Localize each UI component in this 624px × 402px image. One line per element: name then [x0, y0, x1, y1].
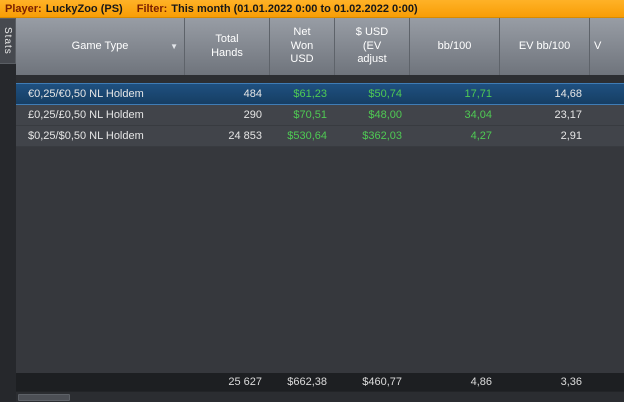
column-header-total-hands[interactable]: Total Hands — [185, 18, 270, 75]
summary-bb100: 4,86 — [470, 376, 492, 388]
table-header-row: Game Type ▼ Total Hands Net Won USD $ US… — [16, 18, 624, 75]
player-value: LuckyZoo (PS) — [45, 2, 123, 15]
table-row[interactable]: $0,25/$0,50 NL Holdem 24 853 $530,64 $36… — [16, 126, 624, 147]
filter-value: This month (01.01.2022 0:00 to 01.02.202… — [171, 2, 418, 15]
cell-net-won-usd: $61,23 — [293, 88, 327, 100]
cell-total-hands: 24 853 — [228, 130, 262, 142]
cell-net-won-usd: $530,64 — [287, 130, 327, 142]
column-header-ev-bb100[interactable]: EV bb/100 — [500, 18, 590, 75]
column-header-usd-ev-adjust[interactable]: $ USD (EV adjust — [335, 18, 410, 75]
horizontal-scrollbar-thumb[interactable] — [18, 393, 70, 401]
cell-game-type: €0,25/€0,50 NL Holdem — [28, 88, 144, 100]
header-body-gap — [16, 75, 624, 83]
filter-label: Filter: — [136, 2, 168, 15]
summary-row: 25 627 $662,38 $460,77 4,86 3,36 — [16, 373, 624, 391]
cell-game-type: £0,25/£0,50 NL Holdem — [28, 109, 144, 121]
tab-stats-label: Stats — [2, 27, 13, 55]
tab-stats[interactable]: Stats — [0, 18, 16, 64]
cell-usd-ev-adjust: $362,03 — [362, 130, 402, 142]
column-header-net-won-usd-label: Net Won USD — [290, 25, 314, 66]
cell-usd-ev-adjust: $48,00 — [368, 109, 402, 121]
summary-usd-ev-adjust: $460,77 — [362, 376, 402, 388]
cell-ev-bb100: 23,17 — [554, 109, 582, 121]
column-header-bb100[interactable]: bb/100 — [410, 18, 500, 75]
cell-total-hands: 290 — [243, 109, 262, 121]
column-header-net-won-usd[interactable]: Net Won USD — [270, 18, 335, 75]
column-header-ev-bb100-label: EV bb/100 — [518, 39, 571, 52]
cell-net-won-usd: $70,51 — [293, 109, 327, 121]
column-header-total-hands-label: Total Hands — [211, 32, 243, 59]
summary-net-won-usd: $662,38 — [287, 376, 327, 388]
table-row[interactable]: €0,25/€0,50 NL Holdem 484 $61,23 $50,74 … — [16, 83, 624, 105]
column-header-bb100-label: bb/100 — [437, 39, 472, 52]
dropdown-arrow-icon[interactable]: ▼ — [170, 41, 178, 51]
column-header-v-clipped[interactable]: V — [590, 18, 624, 75]
cell-total-hands: 484 — [243, 88, 262, 100]
cell-game-type: $0,25/$0,50 NL Holdem — [28, 130, 144, 142]
column-header-game-type-label: Game Type — [71, 39, 129, 52]
summary-total-hands: 25 627 — [228, 376, 262, 388]
cell-bb100: 34,04 — [464, 109, 492, 121]
horizontal-scrollbar[interactable] — [16, 391, 624, 402]
cell-bb100: 4,27 — [470, 130, 492, 142]
summary-ev-bb100: 3,36 — [560, 376, 582, 388]
stats-table: Game Type ▼ Total Hands Net Won USD $ US… — [16, 18, 624, 402]
side-strip: Stats — [0, 18, 16, 402]
cell-ev-bb100: 2,91 — [560, 130, 582, 142]
column-header-usd-ev-adjust-label: $ USD (EV adjust — [355, 25, 389, 66]
player-filter-bar: Player: LuckyZoo (PS) Filter: This month… — [0, 0, 624, 18]
column-header-game-type[interactable]: Game Type ▼ — [16, 18, 185, 75]
cell-usd-ev-adjust: $50,74 — [368, 88, 402, 100]
player-label: Player: — [5, 2, 42, 15]
table-row[interactable]: £0,25/£0,50 NL Holdem 290 $70,51 $48,00 … — [16, 105, 624, 126]
cell-bb100: 17,71 — [464, 88, 492, 100]
cell-ev-bb100: 14,68 — [554, 88, 582, 100]
column-header-v-clipped-label: V — [594, 39, 602, 52]
table-empty-area — [16, 147, 624, 373]
